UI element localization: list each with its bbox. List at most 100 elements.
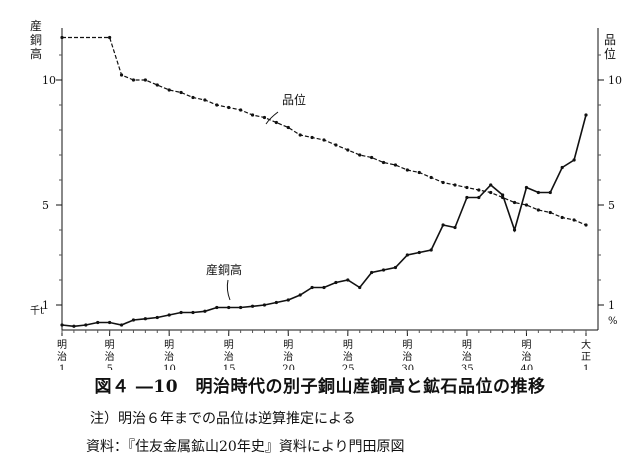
data-point-0 <box>262 115 267 120</box>
data-point-1 <box>250 304 255 308</box>
data-point-0 <box>381 160 386 165</box>
x-tick-era: 明 <box>224 339 234 351</box>
data-point-0 <box>298 133 302 137</box>
left-tick-label: 5 <box>42 199 49 212</box>
data-point-1 <box>215 305 219 310</box>
data-point-1 <box>465 195 469 200</box>
data-point-1 <box>203 309 207 313</box>
x-tick-year: 15 <box>223 364 236 370</box>
data-point-1 <box>108 320 112 325</box>
data-point-1 <box>346 278 350 282</box>
data-point-0 <box>512 200 517 205</box>
data-point-1 <box>322 285 326 290</box>
data-point-1 <box>227 305 231 310</box>
x-tick-year: 5 <box>107 364 113 370</box>
data-point-0 <box>119 73 124 77</box>
x-tick-era2: 治 <box>521 350 531 363</box>
data-point-0 <box>322 138 326 142</box>
data-point-1 <box>489 183 493 187</box>
x-tick-year: 30 <box>401 364 414 370</box>
data-point-0 <box>536 208 540 212</box>
data-point-0 <box>370 155 374 160</box>
right-tick-label: 10 <box>608 74 622 87</box>
data-point-1 <box>96 320 100 325</box>
data-point-1 <box>548 190 552 195</box>
data-point-0 <box>286 125 290 130</box>
left-axis-title-char: 産 <box>30 18 42 33</box>
x-tick-era2: 治 <box>57 350 67 363</box>
right-tick-label: 5 <box>608 199 615 212</box>
data-point-1 <box>453 225 457 230</box>
data-point-0 <box>405 168 409 172</box>
left-axis-title-char: 高 <box>30 46 42 61</box>
x-tick-era: 明 <box>283 339 293 351</box>
x-tick-era: 明 <box>521 339 531 351</box>
data-point-1 <box>262 303 267 307</box>
figure-caption-note: 注）明治６年までの品位は逆算推定による <box>90 411 356 427</box>
x-tick-era2: 治 <box>283 350 293 363</box>
data-point-1 <box>298 293 302 297</box>
data-point-1 <box>417 250 421 255</box>
data-point-1 <box>524 185 529 190</box>
data-point-0 <box>560 215 564 220</box>
right-tick-label: 1 <box>608 299 615 312</box>
series-line-0 <box>62 36 587 226</box>
right-axis-title-char: 品 <box>604 33 616 47</box>
x-tick-era: 明 <box>57 339 67 351</box>
left-axis-unit: 千t <box>30 305 44 317</box>
annotation-grade-leader <box>265 111 279 125</box>
data-point-0 <box>441 180 445 185</box>
data-point-0 <box>334 143 338 147</box>
data-point-0 <box>453 183 457 187</box>
data-point-1 <box>179 310 183 315</box>
data-point-0 <box>203 98 207 102</box>
data-point-0 <box>191 95 195 100</box>
x-tick-year: 10 <box>163 364 176 370</box>
right-axis-unit: % <box>608 316 618 327</box>
x-tick-era: 明 <box>105 339 115 351</box>
left-axis-title-char: 銅 <box>30 33 42 47</box>
x-tick-era2: 治 <box>105 350 115 363</box>
left-tick-label: 1 <box>42 299 49 312</box>
chart-series-layer <box>60 35 588 328</box>
data-point-0 <box>429 175 433 180</box>
data-point-1 <box>286 298 290 302</box>
data-point-1 <box>358 285 362 290</box>
annotation-grade-label: 品位 <box>282 92 306 107</box>
data-point-0 <box>60 35 64 40</box>
data-point-1 <box>536 190 540 195</box>
data-point-0 <box>358 153 362 157</box>
data-point-1 <box>501 193 505 197</box>
x-tick-era2: 正 <box>581 352 591 363</box>
data-point-1 <box>84 323 88 327</box>
data-point-0 <box>131 78 136 82</box>
data-point-1 <box>405 253 409 257</box>
x-tick-era: 大 <box>581 338 591 351</box>
data-point-1 <box>60 323 64 327</box>
data-point-0 <box>548 210 552 215</box>
data-point-1 <box>334 280 338 285</box>
data-point-0 <box>477 188 481 192</box>
figure-caption-title: 図４ ―10 明治時代の別子銅山産銅高と鉱石品位の推移 <box>94 377 546 397</box>
x-tick-year: 25 <box>342 364 355 370</box>
x-tick-year: 20 <box>282 364 295 370</box>
data-point-1 <box>584 113 588 117</box>
x-tick-year: 1 <box>583 364 589 370</box>
data-point-1 <box>143 317 147 321</box>
data-point-1 <box>429 248 433 252</box>
data-point-1 <box>572 158 576 162</box>
data-point-0 <box>250 113 255 117</box>
data-point-1 <box>441 223 445 227</box>
chart-axes <box>56 28 604 336</box>
data-point-0 <box>227 105 231 110</box>
data-point-0 <box>346 148 350 152</box>
annotation-output-label: 産銅高 <box>206 262 242 277</box>
data-point-1 <box>393 265 398 270</box>
data-point-1 <box>381 268 386 272</box>
x-tick-era2: 治 <box>462 350 472 363</box>
data-point-0 <box>310 135 314 140</box>
data-point-1 <box>155 315 159 320</box>
data-point-0 <box>155 83 159 87</box>
annotation-output-leader <box>226 279 231 301</box>
